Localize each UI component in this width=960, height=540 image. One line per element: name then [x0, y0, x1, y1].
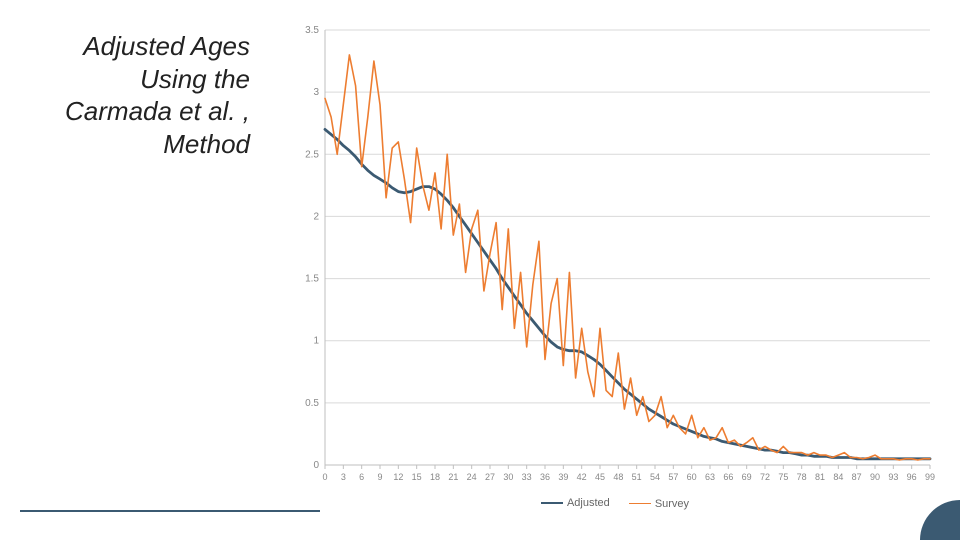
svg-text:78: 78	[797, 472, 807, 482]
svg-text:45: 45	[595, 472, 605, 482]
svg-text:21: 21	[448, 472, 458, 482]
svg-text:33: 33	[522, 472, 532, 482]
svg-text:42: 42	[577, 472, 587, 482]
svg-text:39: 39	[558, 472, 568, 482]
svg-text:63: 63	[705, 472, 715, 482]
chart-svg: 00.511.522.533.5036912151821242730333639…	[290, 20, 940, 490]
svg-text:75: 75	[778, 472, 788, 482]
svg-text:57: 57	[668, 472, 678, 482]
chart-legend: Adjusted Survey	[290, 495, 940, 510]
slide-title: Adjusted Ages Using the Carmada et al. ,…	[0, 30, 250, 160]
svg-text:15: 15	[412, 472, 422, 482]
legend-swatch-adjusted	[541, 502, 563, 504]
svg-text:6: 6	[359, 472, 364, 482]
svg-text:72: 72	[760, 472, 770, 482]
svg-text:1: 1	[313, 336, 319, 347]
line-chart: 00.511.522.533.5036912151821242730333639…	[290, 20, 940, 490]
svg-text:36: 36	[540, 472, 550, 482]
legend-label: Adjusted	[567, 497, 610, 509]
svg-text:12: 12	[393, 472, 403, 482]
svg-text:81: 81	[815, 472, 825, 482]
title-line: Using the	[0, 63, 250, 96]
svg-text:84: 84	[833, 472, 843, 482]
svg-text:18: 18	[430, 472, 440, 482]
svg-text:3: 3	[341, 472, 346, 482]
svg-text:66: 66	[723, 472, 733, 482]
svg-text:9: 9	[377, 472, 382, 482]
svg-text:93: 93	[888, 472, 898, 482]
legend-item-survey: Survey	[629, 498, 689, 510]
title-line: Adjusted Ages	[0, 30, 250, 63]
svg-text:54: 54	[650, 472, 660, 482]
svg-text:27: 27	[485, 472, 495, 482]
svg-text:0: 0	[313, 460, 319, 471]
svg-text:0.5: 0.5	[305, 398, 319, 409]
svg-text:3: 3	[313, 87, 319, 98]
svg-text:96: 96	[907, 472, 917, 482]
title-line: Carmada et al. ,	[0, 95, 250, 128]
svg-text:2: 2	[313, 211, 319, 222]
legend-swatch-survey	[629, 503, 651, 504]
footer-rule	[20, 510, 320, 512]
svg-text:60: 60	[687, 472, 697, 482]
svg-text:99: 99	[925, 472, 935, 482]
svg-text:69: 69	[742, 472, 752, 482]
svg-text:1.5: 1.5	[305, 274, 319, 285]
svg-text:24: 24	[467, 472, 477, 482]
svg-text:0: 0	[322, 472, 327, 482]
title-line: Method	[0, 128, 250, 161]
svg-text:48: 48	[613, 472, 623, 482]
svg-text:30: 30	[503, 472, 513, 482]
legend-label: Survey	[655, 498, 689, 510]
svg-text:51: 51	[632, 472, 642, 482]
svg-text:2.5: 2.5	[305, 149, 319, 160]
svg-text:87: 87	[852, 472, 862, 482]
svg-text:90: 90	[870, 472, 880, 482]
legend-item-adjusted: Adjusted	[541, 497, 610, 509]
svg-text:3.5: 3.5	[305, 25, 319, 36]
